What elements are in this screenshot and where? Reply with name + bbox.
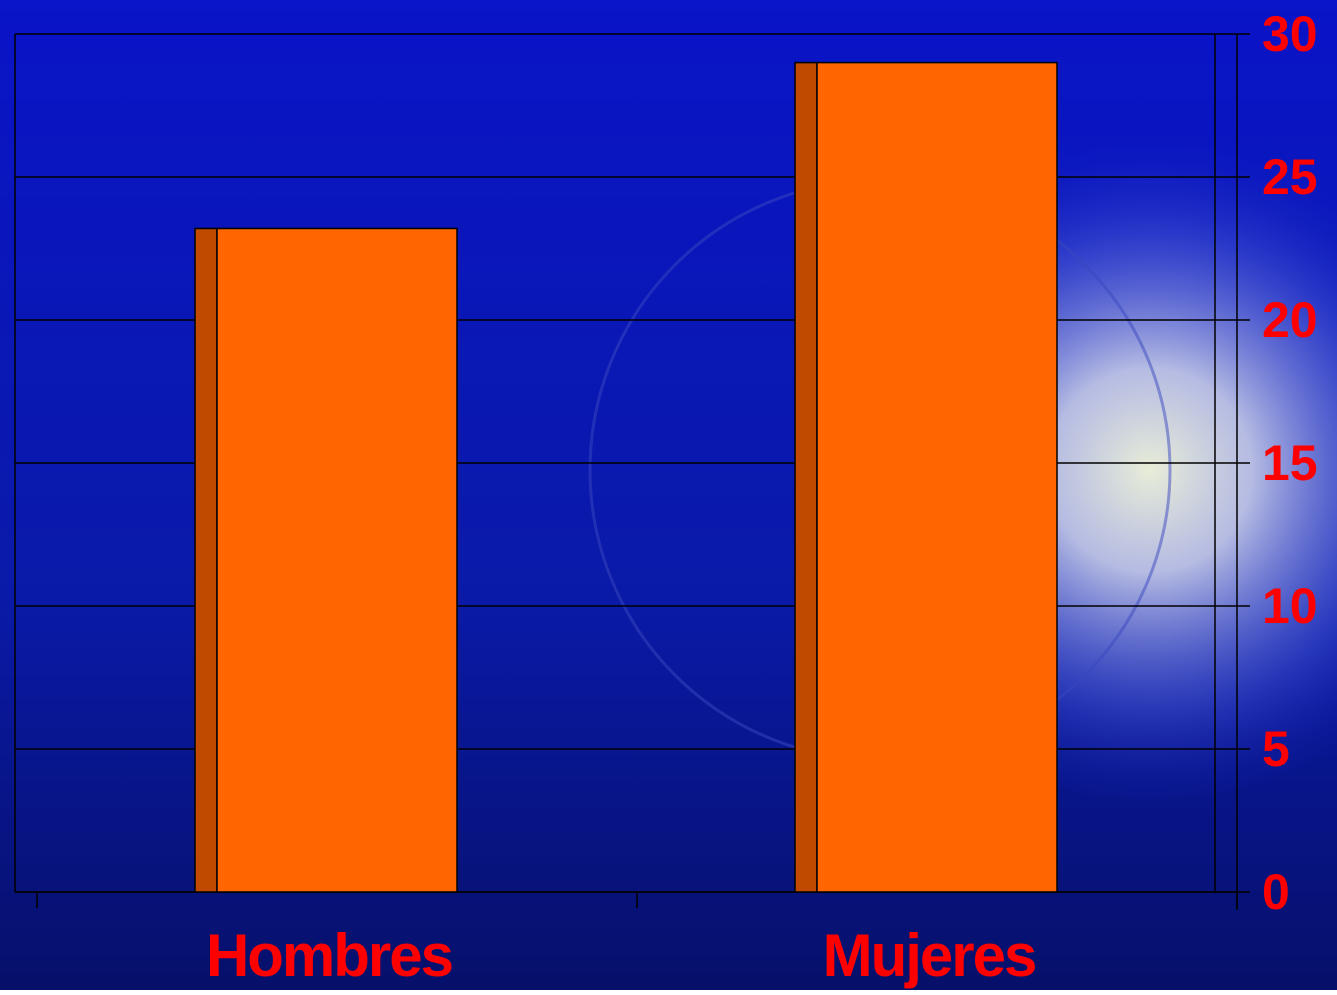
- bar: [216, 227, 458, 893]
- y-tick-label: 20: [1262, 292, 1318, 348]
- y-tick-label: 10: [1262, 578, 1318, 634]
- y-tick-label: 25: [1262, 149, 1318, 205]
- bar: [816, 61, 1058, 893]
- x-tick-label: Mujeres: [823, 922, 1036, 989]
- y-tick-label: 5: [1262, 721, 1290, 777]
- bar-side: [194, 227, 218, 893]
- x-tick-label: Hombres: [206, 922, 452, 989]
- y-tick-label: 30: [1262, 6, 1318, 62]
- bar-side: [794, 61, 818, 893]
- y-tick-label: 0: [1262, 864, 1290, 920]
- y-tick-label: 15: [1262, 435, 1318, 491]
